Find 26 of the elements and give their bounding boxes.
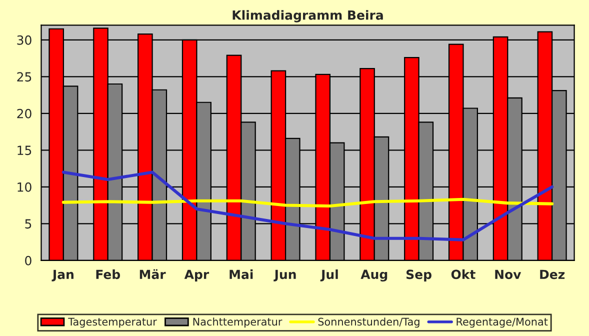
line-series bbox=[62, 170, 554, 242]
x-tick-label: Apr bbox=[184, 270, 210, 282]
legend-label: Tagestemperatur bbox=[68, 318, 157, 328]
x-tick-label: Nov bbox=[495, 270, 522, 280]
x-tick-label: Feb bbox=[96, 269, 120, 280]
x-tick-label: Mär bbox=[140, 269, 166, 280]
y-tick-label: 15 bbox=[18, 146, 32, 156]
legend-label: Sonnenstunden/Tag bbox=[318, 318, 420, 328]
line-series bbox=[62, 198, 554, 208]
y-tick-label: 5 bbox=[25, 219, 32, 229]
y-tick-label: 20 bbox=[17, 108, 32, 118]
x-tick-label: Jul bbox=[320, 269, 338, 282]
chart-title: Klimadiagramm Beira bbox=[232, 10, 383, 22]
x-tick-label: Dez bbox=[540, 270, 565, 280]
y-tick-label: 25 bbox=[17, 72, 32, 82]
legend-label: Nachttemperatur bbox=[193, 318, 282, 328]
y-tick-label: 0 bbox=[25, 256, 32, 266]
y-tick-label: 30 bbox=[17, 35, 32, 45]
x-tick-label: Aug bbox=[360, 270, 388, 282]
x-tick-label: Jun bbox=[274, 270, 296, 282]
y-tick-label: 10 bbox=[18, 182, 32, 192]
x-tick-label: Jan bbox=[52, 270, 74, 282]
legend-label: Regentage/Monat bbox=[456, 318, 548, 328]
x-tick-label: Mai bbox=[230, 269, 253, 280]
x-tick-label: Sep bbox=[406, 270, 432, 282]
x-tick-label: Okt bbox=[451, 269, 476, 280]
